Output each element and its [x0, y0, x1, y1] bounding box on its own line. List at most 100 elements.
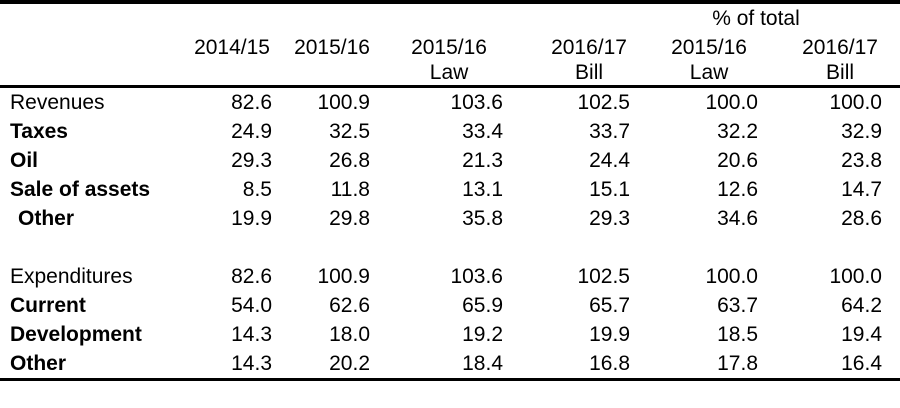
cell-value — [272, 233, 370, 262]
cell-value: 62.6 — [329, 294, 370, 317]
row-label: Oil — [10, 149, 39, 172]
cell-value: 11.8 — [330, 178, 370, 201]
cell-value: 29.8 — [329, 207, 370, 230]
table-row: Current 54.0 62.6 65.9 65.7 63.7 64.2 — [0, 291, 900, 320]
table-row: Oil 29.3 26.8 21.3 24.4 20.6 23.8 — [0, 146, 900, 175]
cell-value: 18.4 — [462, 352, 503, 375]
column-header-row: 2014/15 2015/16 2015/16 Law 2016/17 Bill 2015/… — [0, 34, 900, 87]
cell-value: 54.0 — [231, 294, 272, 317]
column-header-6: 2016/17 Bill — [758, 34, 900, 87]
cell-value: 15.1 — [589, 178, 630, 201]
column-sub-label: Bill — [575, 61, 604, 84]
cell-value: 14.7 — [841, 178, 882, 201]
column-year-label: 2014/15 — [194, 36, 270, 59]
column-header-1: 2014/15 — [185, 34, 272, 87]
cell-value: 14.3 — [231, 323, 272, 346]
cell-value: 102.5 — [577, 265, 630, 288]
row-label: Current — [10, 294, 86, 317]
cell-value: 100.0 — [829, 265, 882, 288]
row-label-column-header — [0, 34, 185, 87]
column-header-5: 2015/16 Law — [630, 34, 758, 87]
column-header-block: 2015/16 — [294, 34, 370, 84]
cell-value: 100.9 — [317, 265, 370, 288]
row-label — [0, 233, 185, 262]
cell-value: 64.2 — [841, 294, 882, 317]
cell-value: 100.0 — [829, 91, 882, 114]
column-header-block: 2016/17 Bill — [551, 34, 627, 84]
cell-value: 24.4 — [589, 149, 630, 172]
row-label: Other — [10, 352, 67, 375]
cell-value: 34.6 — [717, 207, 758, 230]
cell-value: 32.9 — [841, 120, 882, 143]
cell-value: 19.9 — [589, 323, 630, 346]
cell-value: 82.6 — [231, 91, 272, 114]
table-row: Development 14.3 18.0 19.2 19.9 18.5 19.4 — [0, 320, 900, 349]
table-row: Taxes 24.9 32.5 33.4 33.7 32.2 32.9 — [0, 117, 900, 146]
span-header-row: % of total — [0, 2, 900, 34]
table-row: Expenditures 82.6 100.9 103.6 102.5 100.0 100.… — [0, 262, 900, 291]
row-label: Revenues — [10, 91, 105, 114]
table-row: Other 19.9 29.8 35.8 29.3 34.6 28.6 — [0, 204, 900, 233]
cell-value: 32.2 — [717, 120, 758, 143]
column-sub-label — [194, 62, 270, 84]
cell-value: 33.4 — [462, 120, 503, 143]
cell-value: 65.9 — [462, 294, 503, 317]
spacer-row — [0, 233, 900, 262]
column-header-4: 2016/17 Bill — [503, 34, 630, 87]
column-year-label: 2015/16 — [294, 36, 370, 59]
cell-value: 12.6 — [717, 178, 758, 201]
cell-value: 29.3 — [231, 149, 272, 172]
cell-value: 24.9 — [231, 120, 272, 143]
cell-value — [370, 233, 503, 262]
table-row: Revenues 82.6 100.9 103.6 102.5 100.0 100.0 — [0, 87, 900, 118]
cell-value: 13.1 — [462, 178, 503, 201]
cell-value: 18.0 — [329, 323, 370, 346]
span-header-spacer — [0, 2, 630, 34]
cell-value: 35.8 — [462, 207, 503, 230]
cell-value: 103.6 — [450, 91, 503, 114]
column-header-3: 2015/16 Law — [370, 34, 503, 87]
table-row: Other 14.3 20.2 18.4 16.8 17.8 16.4 — [0, 349, 900, 380]
cell-value: 65.7 — [589, 294, 630, 317]
cell-value: 100.9 — [317, 91, 370, 114]
cell-value: 19.2 — [462, 323, 503, 346]
cell-value: 21.3 — [462, 149, 503, 172]
column-year-label: 2016/17 — [802, 36, 878, 59]
cell-value: 20.2 — [329, 352, 370, 375]
cell-value: 19.9 — [231, 207, 272, 230]
column-sub-label: Bill — [826, 61, 855, 84]
cell-value: 26.8 — [329, 149, 370, 172]
cell-value: 20.6 — [717, 149, 758, 172]
cell-value: 63.7 — [717, 294, 758, 317]
cell-value — [503, 233, 630, 262]
cell-value — [758, 233, 900, 262]
cell-value: 8.5 — [242, 178, 272, 201]
column-sub-label: Law — [689, 61, 729, 84]
cell-value — [185, 233, 272, 262]
column-header-block: 2015/16 Law — [671, 34, 747, 84]
row-label: Sale of assets — [10, 178, 151, 201]
column-header-2: 2015/16 — [272, 34, 370, 87]
cell-value: 14.3 — [231, 352, 272, 375]
cell-value: 28.6 — [841, 207, 882, 230]
cell-value: 102.5 — [577, 91, 630, 114]
column-header-block: 2015/16 Law — [411, 34, 487, 84]
column-year-label: 2016/17 — [551, 36, 627, 59]
row-label: Taxes — [10, 120, 68, 143]
table-header: % of total 2014/15 2015/16 2015/16 Law 2016/… — [0, 2, 900, 87]
column-sub-label: Law — [429, 61, 469, 84]
column-year-label: 2015/16 — [671, 36, 747, 59]
cell-value: 19.4 — [841, 323, 882, 346]
cell-value: 82.6 — [231, 265, 272, 288]
cell-value: 100.0 — [705, 91, 758, 114]
cell-value: 16.4 — [841, 352, 882, 375]
cell-value: 32.5 — [329, 120, 370, 143]
table-body: Revenues 82.6 100.9 103.6 102.5 100.0 100.0 Tax… — [0, 87, 900, 380]
cell-value: 18.5 — [717, 323, 758, 346]
table-row: Sale of assets 8.5 11.8 13.1 15.1 12.6 14.7 — [0, 175, 900, 204]
column-sub-label — [294, 62, 370, 84]
column-year-label: 2015/16 — [411, 36, 487, 59]
row-label: Development — [10, 323, 142, 346]
cell-value: 29.3 — [589, 207, 630, 230]
